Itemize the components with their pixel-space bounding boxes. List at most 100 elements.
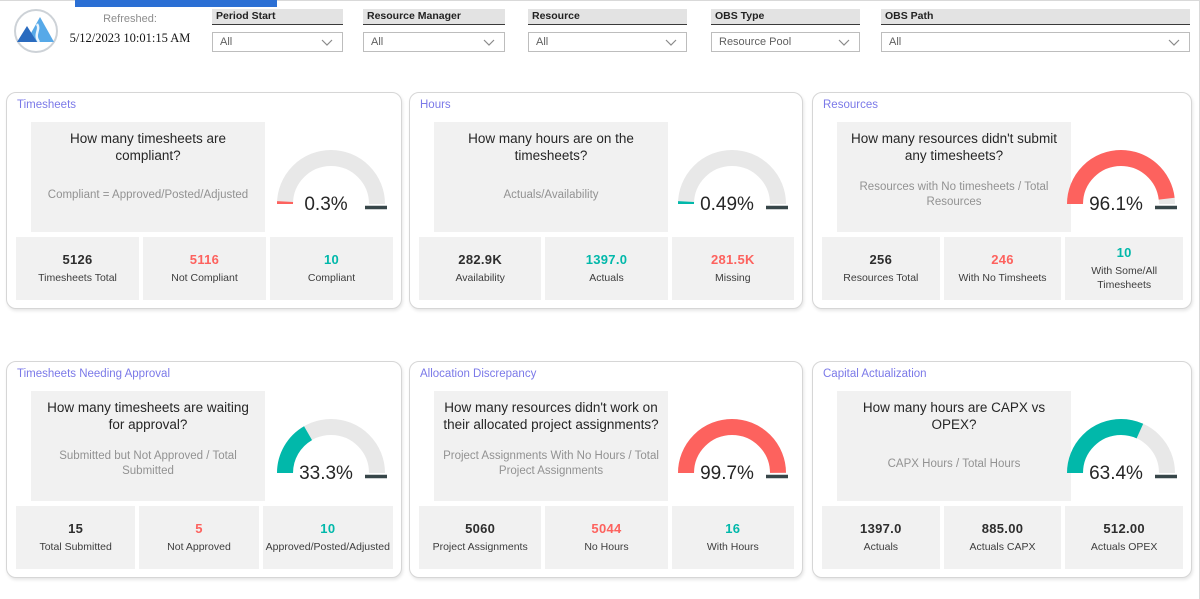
stat-tile: 10 With Some/All Timesheets [1065, 237, 1184, 300]
stat-label: No Hours [584, 540, 629, 553]
question-box: How many hours are on the timesheets? Ac… [434, 122, 668, 232]
stat-label: Actuals OPEX [1090, 540, 1158, 553]
stat-value: 10 [1116, 245, 1132, 261]
stat-tile: 16 With Hours [671, 506, 794, 569]
filter-dropdown[interactable]: All [881, 32, 1190, 52]
card-title: Resources [823, 99, 878, 111]
card-subtitle: Resources with No timesheets / Total Res… [859, 181, 1049, 209]
refreshed-block: Refreshed: 5/12/2023 10:01:15 AM [55, 13, 205, 46]
question-box: How many resources didn't work on their … [434, 391, 668, 501]
filter-dropdown[interactable]: Resource Pool [711, 32, 860, 52]
stats-row: 282.9K Availability 1397.0 Actuals 281.5… [419, 237, 794, 300]
filter-dropdown[interactable]: All [363, 32, 505, 52]
stat-tile: 281.5K Missing [671, 237, 794, 300]
filter-obs-type: OBS Type Resource Pool [711, 9, 860, 52]
filter-label: Period Start [212, 9, 343, 25]
stat-label: Availability [455, 271, 505, 284]
stat-tile: 256 Resources Total [822, 237, 940, 300]
card-question: How many timesheets are compliant? [69, 131, 227, 163]
stat-tile: 15 Total Submitted [16, 506, 136, 569]
card-timesheets-needing-approval[interactable]: Timesheets Needing Approval How many tim… [6, 361, 402, 578]
gauge-track [277, 150, 385, 205]
card-subtitle: Actuals/Availability [503, 188, 599, 201]
filter-selected-value: Resource Pool [719, 36, 792, 48]
stat-label: Total Submitted [39, 540, 112, 553]
stats-row: 5126 Timesheets Total 5116 Not Compliant… [16, 237, 393, 300]
filter-resource-manager: Resource Manager All [363, 9, 505, 52]
filter-label: OBS Type [711, 9, 860, 25]
stat-value: 885.00 [981, 520, 1024, 536]
card-title: Timesheets [17, 99, 77, 111]
stat-label: Compliant [307, 271, 356, 284]
stat-label: Timesheets Total [38, 271, 117, 284]
gauge-fill [1067, 150, 1175, 205]
card-capital-actualization[interactable]: Capital Actualization How many hours are… [812, 361, 1192, 578]
gauge-value: 33.3% [299, 463, 353, 484]
stat-label: Approved/Posted/Adjusted [265, 540, 390, 553]
stat-value: 5116 [189, 251, 220, 267]
card-question: How many timesheets are waiting for appr… [47, 400, 249, 432]
card-hours[interactable]: Hours How many hours are on the timeshee… [409, 92, 803, 309]
stat-value: 10 [320, 520, 336, 536]
gauge-fill [277, 419, 385, 474]
mountain-logo-icon [14, 9, 58, 53]
stat-label: With No Timsheets [958, 271, 1047, 284]
stat-tile: 885.00 Actuals CAPX [943, 506, 1062, 569]
card-question: How many hours are on the timesheets? [468, 131, 634, 163]
question-box: How many timesheets are waiting for appr… [31, 391, 265, 501]
card-title: Capital Actualization [823, 368, 927, 380]
question-box: How many resources didn't submit any tim… [837, 122, 1071, 232]
gauge-chart: 33.3% [277, 419, 387, 484]
stat-label: Resources Total [843, 271, 919, 284]
gauge-value: 63.4% [1089, 463, 1143, 484]
question-box: How many hours are CAPX vs OPEX? CAPX Ho… [837, 391, 1071, 501]
stats-row: 5060 Project Assignments 5044 No Hours 1… [419, 506, 794, 569]
question-box: How many timesheets are compliant? Compl… [31, 122, 265, 232]
stat-value: 1397.0 [585, 251, 628, 267]
stat-label: With Some/All Timesheets [1091, 265, 1158, 291]
gauge-value: 0.49% [700, 194, 754, 215]
card-timesheets[interactable]: Timesheets How many timesheets are compl… [6, 92, 402, 309]
refreshed-timestamp: 5/12/2023 10:01:15 AM [69, 31, 191, 45]
stat-value: 282.9K [458, 251, 503, 267]
chevron-down-icon [838, 39, 850, 46]
gauge-chart: 0.3% [277, 150, 387, 215]
stat-tile: 5126 Timesheets Total [16, 237, 139, 300]
gauge-fill [678, 419, 786, 474]
card-title: Hours [420, 99, 451, 111]
card-resources[interactable]: Resources How many resources didn't subm… [812, 92, 1192, 309]
stat-tile: 1397.0 Actuals [822, 506, 940, 569]
filter-selected-value: All [371, 36, 384, 48]
stat-tile: 282.9K Availability [419, 237, 542, 300]
stat-value: 10 [323, 251, 340, 267]
filter-dropdown[interactable]: All [212, 32, 343, 52]
chevron-down-icon [321, 39, 333, 46]
filter-dropdown[interactable]: All [528, 32, 687, 52]
stat-label: With Hours [706, 540, 759, 553]
gauge-chart: 99.7% [678, 419, 788, 484]
gauge-chart: 63.4% [1067, 419, 1177, 484]
stat-tile: 1397.0 Actuals [545, 237, 668, 300]
card-subtitle: CAPX Hours / Total Hours [887, 457, 1021, 470]
filter-label: OBS Path [881, 9, 1190, 25]
filter-selected-value: All [889, 36, 902, 48]
stat-label: Not Compliant [171, 271, 238, 284]
stat-label: Actuals [863, 540, 899, 553]
card-question: How many resources didn't work on their … [443, 400, 659, 432]
filter-label: Resource Manager [363, 9, 505, 25]
stat-tile: 246 With No Timsheets [943, 237, 1062, 300]
card-allocation-discrepancy[interactable]: Allocation Discrepancy How many resource… [409, 361, 803, 578]
stat-value: 246 [991, 251, 1014, 267]
stat-value: 512.00 [1103, 520, 1145, 536]
stat-tile: 5 Not Approved [139, 506, 259, 569]
stat-tile: 5116 Not Compliant [143, 237, 266, 300]
chevron-down-icon [1168, 39, 1180, 46]
stat-label: Actuals [589, 271, 624, 284]
card-subtitle: Compliant = Approved/Posted/Adjusted [47, 188, 249, 201]
filter-selected-value: All [536, 36, 549, 48]
card-question: How many resources didn't submit any tim… [851, 131, 1057, 163]
stat-label: Missing [715, 271, 751, 284]
card-title: Timesheets Needing Approval [17, 368, 170, 380]
stat-value: 256 [869, 251, 893, 267]
top-divider [0, 0, 1200, 1]
